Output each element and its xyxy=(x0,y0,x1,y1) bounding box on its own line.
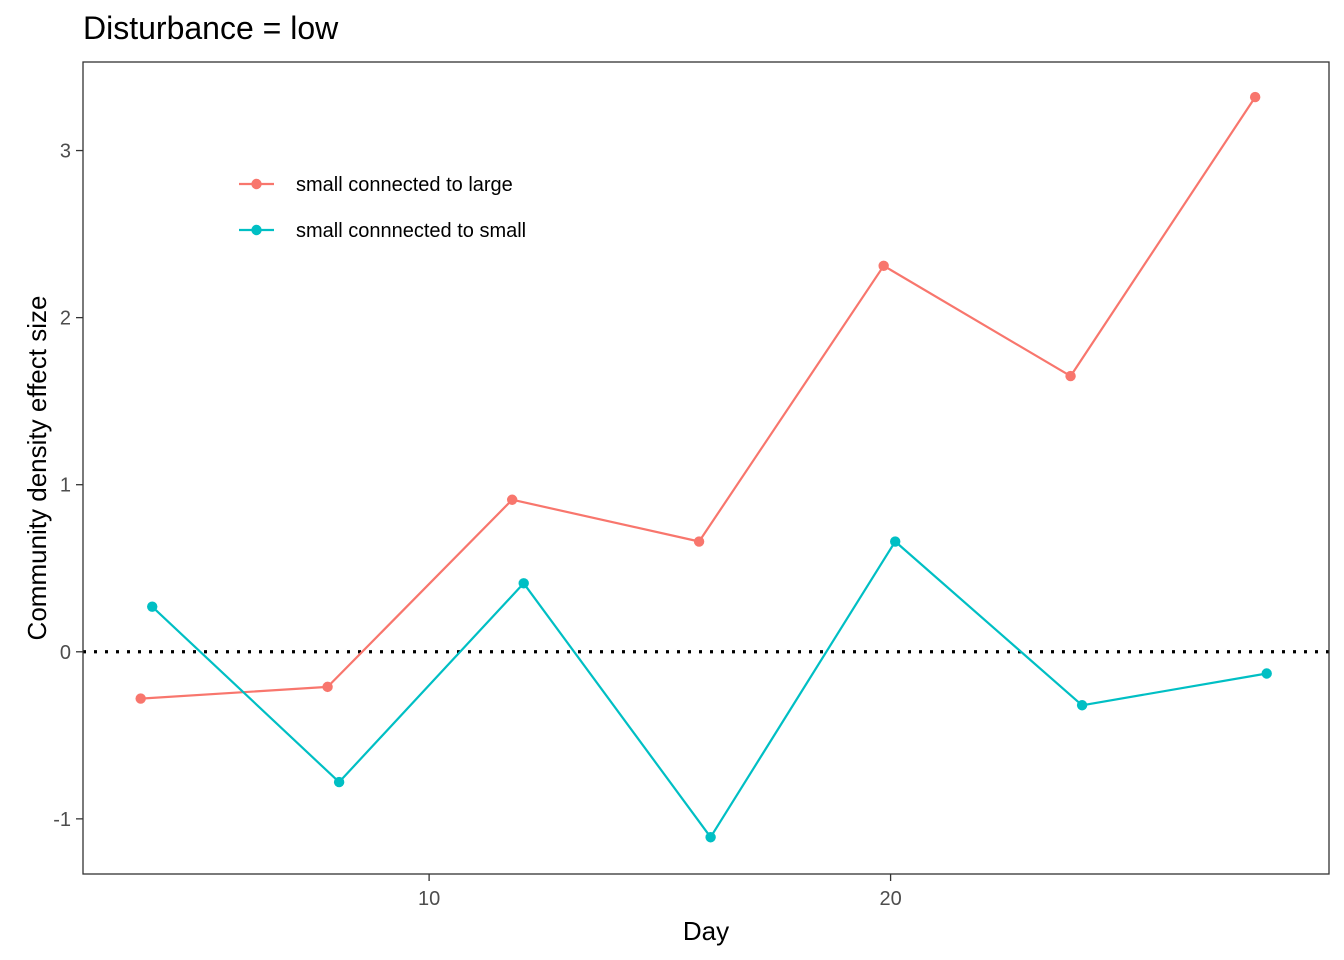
legend-key-point-2 xyxy=(251,224,262,236)
plot-area: -1 0 1 2 3 10 20 xyxy=(53,61,1330,910)
series-2-point-2 xyxy=(333,776,345,788)
series-2-point-1 xyxy=(147,601,158,612)
y-tick-label: 0 xyxy=(60,642,71,664)
y-tick-label: 2 xyxy=(60,308,71,330)
series-2-point-4 xyxy=(705,832,716,843)
panel-border xyxy=(82,61,1330,875)
series-1-point-5 xyxy=(878,260,889,272)
series-1-point-7 xyxy=(1249,91,1261,103)
series-2-point-6 xyxy=(1076,700,1088,711)
legend-label-2: small connnected to small xyxy=(296,220,526,242)
series-2-point-3 xyxy=(518,578,529,589)
series-1-point-4 xyxy=(693,536,705,547)
series-line-2 xyxy=(151,540,1267,839)
y-tick-label: -1 xyxy=(53,809,71,831)
x-tick-label: 10 xyxy=(418,888,440,910)
series-1-point-2 xyxy=(322,681,333,693)
series-1-point-1 xyxy=(135,693,146,704)
y-tick-label: 1 xyxy=(60,475,71,497)
legend-label-1: small connected to large xyxy=(296,174,513,196)
legend: small connected to large small connnected… xyxy=(239,174,526,242)
legend-key-point-1 xyxy=(251,178,262,190)
series-2-point-7 xyxy=(1261,668,1272,679)
y-axis-title: Community density effect size xyxy=(22,296,52,641)
series-1-point-6 xyxy=(1065,370,1076,382)
x-tick-label: 20 xyxy=(879,888,901,910)
series-1-point-3 xyxy=(506,494,518,505)
y-tick-label: 3 xyxy=(60,141,71,163)
series-2-point-5 xyxy=(890,536,901,547)
chart-title: Disturbance = low xyxy=(83,10,339,46)
x-axis-title: Day xyxy=(683,916,729,946)
